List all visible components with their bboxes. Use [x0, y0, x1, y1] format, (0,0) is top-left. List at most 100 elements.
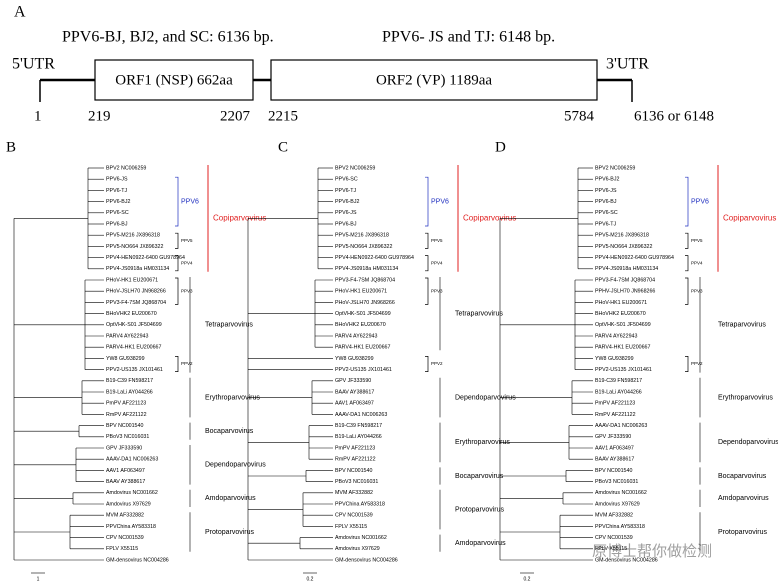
- leaf-label: CPV NC001539: [335, 513, 373, 519]
- subgroup-bracket: [425, 356, 429, 372]
- genus-label: Protoparvovirus: [455, 506, 505, 513]
- genus-label: Tetraparvovirus: [205, 322, 253, 329]
- subgroup-label: PPV4: [181, 260, 193, 265]
- leaf-label: PPV6-BJ2: [595, 177, 619, 183]
- scale-label: 1: [37, 576, 40, 582]
- leaf-label: AAAV-DA1 NC006263: [595, 423, 647, 429]
- subgroup-bracket: [425, 255, 429, 272]
- subgroup-label: PPV3: [181, 288, 193, 293]
- leaf-label: PmPV AF221123: [106, 401, 146, 407]
- leaf-label: PPV3-F4-7SM JQ868704: [106, 300, 166, 306]
- leaf-label: AAV1 AF063497: [335, 401, 374, 407]
- subgroup-bracket: [425, 277, 429, 305]
- leaf-label: PPV6-TJ: [106, 188, 128, 194]
- leaf-label: PPV6-TJ: [595, 221, 617, 227]
- genus-label: Erythroparvovirus: [455, 439, 510, 446]
- subgroup-label: PPV2: [431, 361, 443, 366]
- leaf-label: PBoV3 NC016031: [106, 434, 149, 440]
- genus-label: Erythroparvovirus: [205, 394, 260, 401]
- leaf-label: PARV4 AY622943: [106, 333, 148, 339]
- leaf-label: PPV4-HEN0922-6400 GU978964: [335, 255, 414, 261]
- position: 2215: [268, 108, 298, 124]
- panel-label: D: [495, 139, 506, 155]
- leaf-label: PPV4-JS0918a HM031134: [595, 266, 658, 272]
- leaf-label: PHoV-HK1 EU200671: [595, 300, 647, 306]
- genus-label: Bocaparvovirus: [718, 473, 767, 480]
- leaf-label: GPV JF333590: [106, 445, 142, 451]
- leaf-label: PPV5-M216 JX896318: [106, 233, 160, 239]
- subgroup-label: PPV2: [691, 361, 703, 366]
- genus-label: Erythroparvovirus: [718, 394, 773, 401]
- genus-label: Protoparvovirus: [205, 529, 255, 536]
- leaf-label: PPV4-JS0918a HM031134: [335, 266, 398, 272]
- leaf-label: PARV4-HK1 EU200667: [106, 345, 162, 351]
- subgroup-label: PPV6: [431, 198, 449, 205]
- position: 219: [88, 108, 111, 124]
- tree-panel: D BPV2 NC006259 PPV6-BJ2 PPV6-JS PPV6-BJ PPV6…: [495, 139, 778, 582]
- leaf-label: PPV5-M216 JX896318: [595, 233, 649, 239]
- leaf-label: OptVHK-S01 JF504699: [595, 322, 651, 328]
- leaf-label: PPV2-US135 JX101461: [595, 367, 652, 373]
- utr-label: 5'UTR: [12, 56, 55, 73]
- leaf-label: BPV NC001540: [106, 423, 143, 429]
- utr-label: 3'UTR: [606, 56, 649, 73]
- leaf-label: PPV5-M216 JX896318: [335, 233, 389, 239]
- leaf-label: FPLV X55115: [335, 524, 367, 530]
- subgroup-label: PPV3: [431, 288, 443, 293]
- panel-label: B: [6, 139, 16, 155]
- genus-label: Copiparvovirus: [463, 214, 516, 223]
- position: 1: [34, 108, 42, 124]
- subgroup-bracket: [175, 176, 179, 227]
- orf1-box: [94, 59, 254, 101]
- leaf-label: PARV4 AY622943: [595, 333, 637, 339]
- leaf-label: PPV4-HEN0922-6400 GU978964: [595, 255, 674, 261]
- leaf-label: OptVHK-S01 JF504699: [106, 322, 162, 328]
- genus-label: Amdoparvovirus: [455, 540, 506, 547]
- position: 6136 or 6148: [634, 108, 714, 124]
- tree-panel: B BPV2 NC006259 PPV6-JS PPV6-TJ PPV6-BJ2 PPV6…: [6, 139, 266, 582]
- leaf-label: PBoV3 NC016031: [335, 479, 378, 485]
- leaf-label: PPV6-BJ: [335, 221, 357, 227]
- tree-panel: C BPV2 NC006259 PPV6-SC PPV6-TJ PPV6-BJ2 PPV6…: [247, 139, 516, 582]
- subgroup-bracket: [175, 255, 179, 272]
- genus-label: Tetraparvovirus: [718, 322, 766, 329]
- leaf-label: CPV NC001539: [595, 535, 633, 541]
- panel-label: A: [14, 4, 26, 21]
- leaf-label: OptVHK-S01 JF504699: [335, 311, 391, 317]
- leaf-label: PPV4-HEN0922-6400 GU978964: [106, 255, 185, 261]
- leaf-label: BHoVHK2 EU200670: [106, 311, 157, 317]
- leaf-label: Amdovirus NC001662: [595, 490, 647, 496]
- leaf-label: RmPV AF221122: [106, 412, 147, 418]
- panel-a: A PPV6-BJ, BJ2, and SC: 6136 bp. PPV6- J…: [12, 4, 714, 125]
- leaf-label: B19-C39 FN598217: [335, 423, 382, 429]
- leaf-label: B19-LaLi AY044266: [106, 389, 153, 395]
- leaf-label: YW8 GU938299: [595, 356, 634, 362]
- leaf-label: MVM AF332882: [106, 513, 144, 519]
- leaf-label: PPV6-JS: [595, 188, 617, 194]
- position: 5784: [564, 108, 595, 124]
- subgroup-label: PPV5: [431, 238, 443, 243]
- leaf-label: BHoVHK2 EU200670: [335, 322, 386, 328]
- leaf-label: PPV6-BJ: [595, 199, 617, 205]
- leaf-label: PBoV3 NC016031: [595, 479, 638, 485]
- genome-note: PPV6-BJ, BJ2, and SC: 6136 bp.: [62, 29, 274, 46]
- leaf-label: FPLV X55115: [106, 546, 138, 552]
- subgroup-label: PPV5: [691, 238, 703, 243]
- genus-label: Amdoparvovirus: [205, 495, 256, 502]
- leaf-label: PPV3-F4-7SM JQ868704: [595, 277, 655, 283]
- leaf-label: GM-densovirus NC004286: [335, 557, 398, 563]
- leaf-label: B19-LaLi AY044266: [335, 434, 382, 440]
- leaf-label: PPV6-JS: [106, 177, 128, 183]
- leaf-label: GM-densovirus NC004286: [106, 557, 169, 563]
- position: 2207: [220, 108, 251, 124]
- leaf-label: BPV NC001540: [335, 468, 372, 474]
- leaf-label: B19-C39 FN598217: [106, 378, 153, 384]
- subgroup-bracket: [175, 356, 179, 372]
- leaf-label: PHoV-HK1 EU200671: [106, 277, 158, 283]
- leaf-label: Amdovirus NC001662: [335, 535, 387, 541]
- genus-label: Dependoparvovirus: [455, 394, 516, 401]
- leaf-label: PPV6-BJ2: [335, 199, 359, 205]
- subgroup-label: PPV2: [181, 361, 193, 366]
- leaf-label: PPV6-SC: [106, 210, 129, 216]
